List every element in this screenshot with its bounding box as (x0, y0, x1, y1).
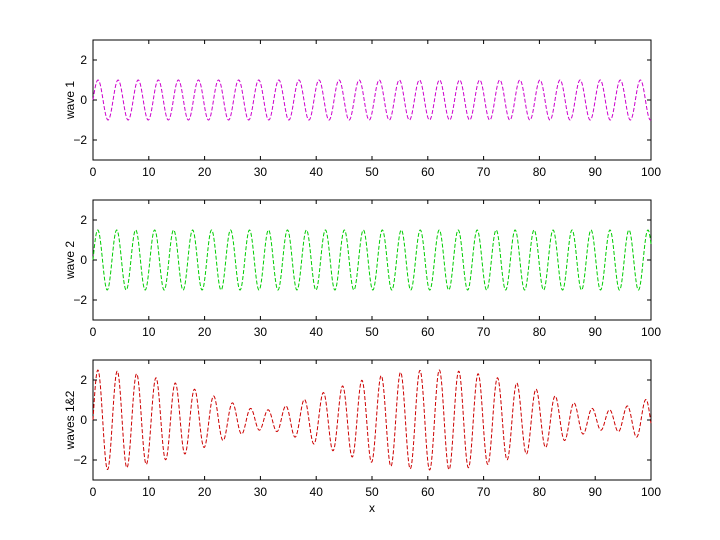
x-tick-label: 90 (589, 485, 603, 499)
series-line-0 (92, 79, 652, 121)
y-tick-label: 2 (80, 213, 87, 227)
y-tick-label: −2 (73, 133, 87, 147)
y-tick-label: 2 (80, 53, 87, 67)
x-ticks: 0 10 20 30 40 50 60 70 80 90 100 (90, 40, 661, 179)
x-tick-label: 80 (533, 165, 547, 179)
y-ticks: −2 0 2 (73, 213, 651, 307)
x-tick-label: 90 (589, 165, 603, 179)
x-tick-label: 50 (365, 485, 379, 499)
x-tick-label: 60 (421, 325, 435, 339)
x-tick-label: 0 (90, 485, 97, 499)
x-tick-label: 90 (589, 325, 603, 339)
x-tick-label: 70 (477, 165, 491, 179)
plot-lines (92, 229, 652, 291)
x-tick-label: 100 (641, 325, 661, 339)
y-axis-label: wave 2 (63, 241, 77, 280)
y-tick-label: 0 (80, 253, 87, 267)
y-tick-label: −2 (73, 453, 87, 467)
x-tick-label: 70 (477, 325, 491, 339)
x-tick-label: 20 (198, 485, 212, 499)
y-axis-label: wave 1 (63, 81, 77, 120)
y-axis-label: waves 1&2 (63, 390, 77, 450)
y-tick-label: 0 (80, 413, 87, 427)
x-tick-label: 10 (142, 325, 156, 339)
series-line-0 (92, 369, 652, 471)
x-tick-label: 20 (198, 325, 212, 339)
x-tick-label: 80 (533, 485, 547, 499)
x-tick-label: 100 (641, 165, 661, 179)
x-tick-label: 60 (421, 485, 435, 499)
y-tick-label: 0 (80, 93, 87, 107)
y-ticks: −2 0 2 (73, 53, 651, 147)
x-tick-label: 40 (310, 485, 324, 499)
y-tick-label: 2 (80, 373, 87, 387)
x-tick-label: 70 (477, 485, 491, 499)
x-ticks: 0 10 20 30 40 50 60 70 80 90 100 (90, 200, 661, 339)
x-axis-label: x (369, 501, 375, 515)
y-tick-label: −2 (73, 293, 87, 307)
x-tick-label: 10 (142, 165, 156, 179)
subplot-wave-2: 0 10 20 30 40 50 60 70 80 90 100 −2 0 2 wave 2 (63, 199, 661, 339)
x-tick-label: 40 (310, 165, 324, 179)
subplot-waves-1-2: 0 10 20 30 40 50 60 70 80 90 100 −2 0 2 waves 1&2 x (63, 359, 661, 515)
subplot-wave-1: 0 10 20 30 40 50 60 70 80 90 100 −2 0 2 wave 1 (63, 39, 661, 179)
axes-frame (92, 39, 652, 161)
axes-frame (92, 359, 652, 481)
x-tick-label: 60 (421, 165, 435, 179)
plot-lines (92, 79, 652, 121)
x-tick-label: 100 (641, 485, 661, 499)
y-ticks: −2 0 2 (73, 373, 651, 467)
x-tick-label: 80 (533, 325, 547, 339)
x-tick-label: 40 (310, 325, 324, 339)
x-tick-label: 50 (365, 325, 379, 339)
x-tick-label: 30 (254, 165, 268, 179)
x-tick-label: 30 (254, 485, 268, 499)
x-tick-label: 50 (365, 165, 379, 179)
plot-lines (92, 369, 652, 471)
x-tick-label: 0 (90, 165, 97, 179)
x-tick-label: 30 (254, 325, 268, 339)
x-tick-label: 0 (90, 325, 97, 339)
x-tick-label: 10 (142, 485, 156, 499)
x-ticks: 0 10 20 30 40 50 60 70 80 90 100 (90, 360, 661, 499)
x-tick-label: 20 (198, 165, 212, 179)
series-line-0 (92, 229, 652, 291)
